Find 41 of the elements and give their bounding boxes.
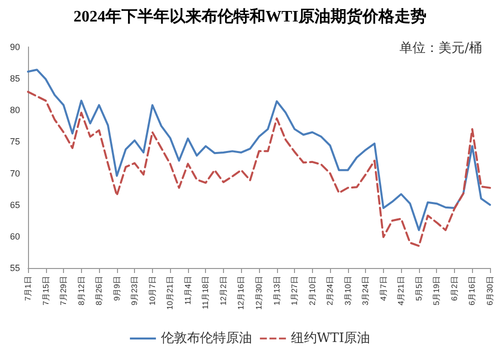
x-tick-label: 10月7日 bbox=[148, 276, 157, 306]
annotation: 单位：美元/桶 bbox=[400, 40, 482, 56]
x-tick-label: 5月5日 bbox=[414, 276, 424, 301]
y-tick-label: 70 bbox=[10, 168, 20, 178]
line-series bbox=[27, 68, 491, 232]
y-tick-label: 65 bbox=[10, 200, 20, 210]
x-tick-label: 2月10日 bbox=[308, 276, 317, 306]
x-tick-label: 11月18日 bbox=[201, 276, 210, 310]
x-tick-label: 6月2日 bbox=[450, 276, 459, 301]
x-tick-label: 6月16日 bbox=[468, 276, 477, 306]
x-tick-label: 7月15日 bbox=[41, 276, 50, 306]
legend-label: 伦敦布伦特原油 bbox=[160, 331, 252, 346]
x-tick-label: 12月30日 bbox=[254, 276, 264, 310]
x-tick-label: 1月13日 bbox=[272, 276, 282, 306]
x-tick-label: 6月30日 bbox=[486, 276, 494, 306]
y-tick-label: 60 bbox=[10, 231, 20, 242]
x-tick-label: 9月23日 bbox=[130, 276, 140, 306]
x-tick-label: 3月10日 bbox=[343, 276, 352, 306]
y-tick-label: 85 bbox=[10, 74, 20, 84]
y-tick-label: 80 bbox=[10, 105, 20, 116]
x-tick-label: 12月2日 bbox=[218, 276, 228, 306]
x-tick-label: 7月1日 bbox=[24, 276, 32, 301]
x-tick-label: 8月12日 bbox=[76, 276, 86, 306]
legend-label: 纽约WTI原油 bbox=[290, 331, 370, 346]
x-tick-label: 1月27日 bbox=[290, 276, 300, 306]
y-tick-label: 55 bbox=[10, 263, 20, 273]
y-tick-label: 90 bbox=[10, 42, 20, 52]
x-tick-label: 10月21日 bbox=[166, 276, 175, 310]
x-tick-label: 4月7日 bbox=[378, 276, 388, 301]
y-tick-label: 75 bbox=[10, 136, 20, 147]
chart-title: 2024年下半年以来布伦特和WTI原油期货价格走势 bbox=[74, 8, 426, 26]
x-tick-label: 2月24日 bbox=[326, 276, 335, 306]
x-tick-label: 5月19日 bbox=[432, 276, 442, 306]
x-tick-label: 12月16日 bbox=[236, 276, 246, 310]
x-tick-label: 3月24日 bbox=[361, 276, 370, 306]
x-tick-label: 11月4日 bbox=[183, 276, 192, 305]
line-series bbox=[27, 90, 491, 247]
x-tick-label: 7月29日 bbox=[59, 276, 68, 306]
x-tick-label: 9月9日 bbox=[112, 276, 122, 301]
x-tick-label: 4月21日 bbox=[396, 276, 406, 306]
x-tick-label: 8月26日 bbox=[94, 276, 104, 306]
